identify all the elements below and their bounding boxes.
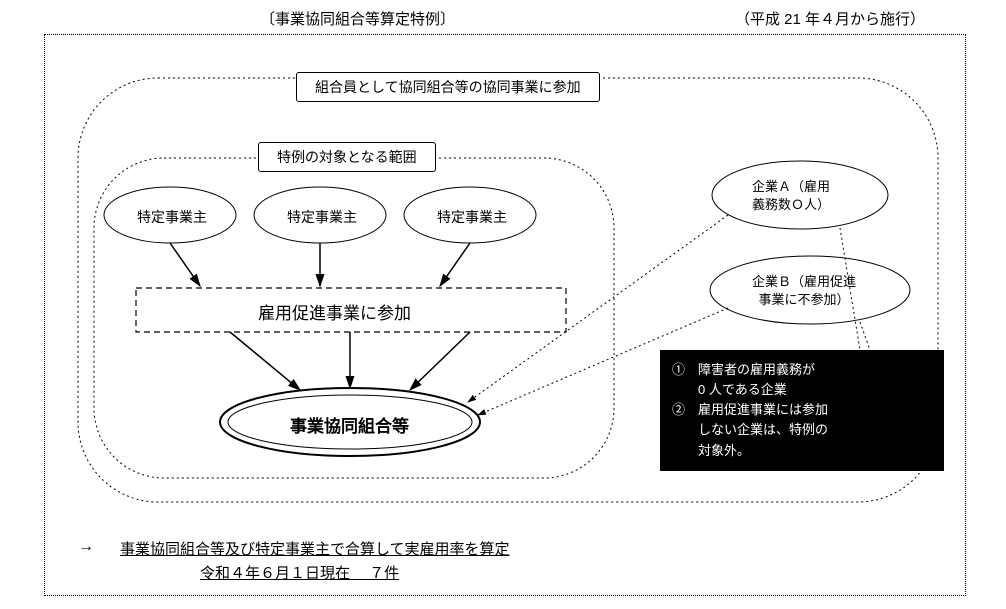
- main-entity-label: 事業協同組合等: [290, 412, 409, 437]
- participation-label: 雇用促進事業に参加: [258, 299, 411, 324]
- employer-1-label: 特定事業主: [137, 207, 207, 227]
- exclusion-line2: 0 人である企業: [672, 380, 932, 400]
- exclusion-line3: ② 雇用促進事業には参加: [672, 400, 932, 420]
- top-box-label: 組合員として協同組合等の協同事業に参加: [296, 72, 600, 102]
- employer-2-label: 特定事業主: [287, 207, 357, 227]
- company-a-line1: 企業Ａ（雇用: [752, 179, 830, 194]
- footer-arrow: →: [78, 538, 94, 556]
- exclusion-line4: しない企業は、特例の: [672, 420, 932, 440]
- footer-line2: 令和４年６月１日現在 ７件: [200, 562, 399, 583]
- company-a-label: 企業Ａ（雇用 義務数Ｏ人）: [752, 178, 830, 214]
- company-b-line1: 企業Ｂ（雇用促進: [752, 274, 856, 289]
- footer-line1: 事業協同組合等及び特定事業主で合算して実雇用率を算定: [120, 538, 510, 559]
- company-b-label: 企業Ｂ（雇用促進 事業に不参加）: [752, 273, 856, 309]
- exclusion-line5: 対象外。: [672, 441, 932, 461]
- company-a-line2: 義務数Ｏ人）: [752, 197, 830, 212]
- exclusion-note-box: ① 障害者の雇用義務が 0 人である企業 ② 雇用促進事業には参加 しない企業は…: [660, 350, 944, 471]
- employer-3-label: 特定事業主: [437, 207, 507, 227]
- exclusion-line1: ① 障害者の雇用義務が: [672, 360, 932, 380]
- scope-box-label: 特例の対象となる範囲: [258, 142, 436, 172]
- company-b-line2: 事業に不参加）: [759, 292, 850, 307]
